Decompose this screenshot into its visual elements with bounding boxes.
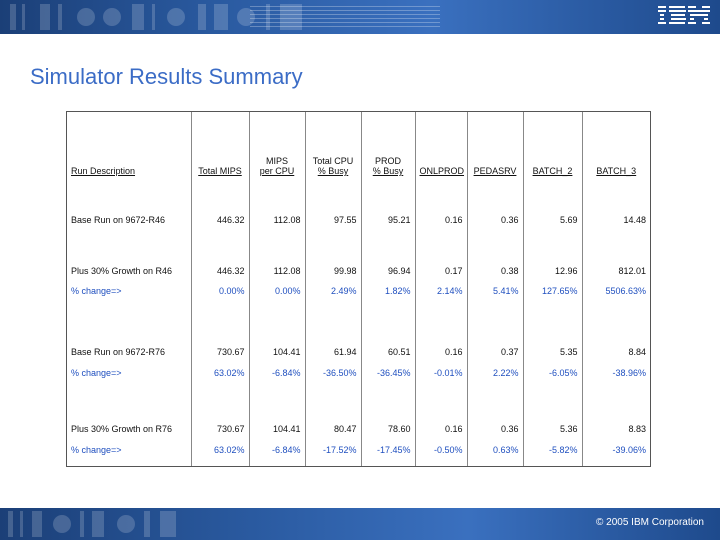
table-row-percent-change: % change=> 63.02% -6.84% -36.50% -36.45%… bbox=[67, 362, 650, 383]
table-cell: 0.00% bbox=[190, 281, 249, 302]
table-row-percent-change: % change=> 63.02% -6.84% -17.52% -17.45%… bbox=[67, 439, 650, 460]
table-cell: -0.01% bbox=[414, 362, 467, 383]
row-description: Plus 30% Growth on R76 bbox=[71, 424, 173, 435]
table-cell: 63.02% bbox=[190, 439, 249, 460]
table-cell: -17.45% bbox=[360, 439, 415, 460]
table-cell: 78.60 bbox=[360, 418, 415, 440]
table-cell: 2.14% bbox=[414, 281, 467, 302]
table-cell: 730.67 bbox=[190, 341, 249, 363]
table-cell: 0.36 bbox=[466, 210, 523, 231]
results-table: Run Description Total MIPS MIPS per CPU T… bbox=[67, 112, 650, 466]
table-cell: 80.47 bbox=[304, 418, 361, 440]
table-cell: 0.00% bbox=[248, 281, 305, 302]
table-row-percent-change: % change=> 0.00% 0.00% 2.49% 1.82% 2.14%… bbox=[67, 281, 650, 302]
table-cell: 97.55 bbox=[304, 210, 361, 231]
table-cell: -38.96% bbox=[581, 362, 650, 383]
table-cell: 127.65% bbox=[522, 281, 582, 302]
table-row: Base Run on 9672-R46 446.32 112.08 97.55… bbox=[67, 210, 650, 231]
row-description: Base Run on 9672-R76 bbox=[71, 346, 166, 357]
column-header: PROD% Busy bbox=[360, 112, 415, 180]
table-cell: 0.36 bbox=[466, 418, 523, 440]
table-cell: -36.45% bbox=[360, 362, 415, 383]
table-cell: -5.82% bbox=[522, 439, 582, 460]
slide-title: Simulator Results Summary bbox=[30, 64, 303, 89]
top-banner bbox=[0, 0, 720, 34]
table-cell: 1.82% bbox=[360, 281, 415, 302]
row-description: Plus 30% Growth on R46 bbox=[71, 265, 173, 276]
row-description: % change=> bbox=[71, 367, 122, 378]
table-cell: 99.98 bbox=[304, 260, 361, 282]
table-cell: 5.69 bbox=[522, 210, 582, 231]
table-cell: 5.41% bbox=[466, 281, 523, 302]
table-cell: -0.50% bbox=[414, 439, 467, 460]
table-cell: 730.67 bbox=[190, 418, 249, 440]
banner-pattern bbox=[10, 4, 440, 30]
table-cell: 5506.63% bbox=[581, 281, 650, 302]
table-cell: 0.17 bbox=[414, 260, 467, 282]
column-header: Total CPU% Busy bbox=[304, 112, 361, 180]
table-cell: 5.36 bbox=[522, 418, 582, 440]
table-cell: 0.38 bbox=[466, 260, 523, 282]
column-header: BATCH_3 bbox=[581, 112, 650, 180]
table-cell: 104.41 bbox=[248, 418, 305, 440]
column-header: Total MIPS bbox=[190, 112, 249, 180]
table-cell: 63.02% bbox=[190, 362, 249, 383]
table-cell: -39.06% bbox=[581, 439, 650, 460]
table-cell: 112.08 bbox=[248, 210, 305, 231]
column-header: PEDASRV bbox=[466, 112, 523, 180]
table-cell: 8.84 bbox=[581, 341, 650, 363]
table-cell: 112.08 bbox=[248, 260, 305, 282]
table-cell: 0.16 bbox=[414, 418, 467, 440]
table-cell: 2.49% bbox=[304, 281, 361, 302]
table-cell: 104.41 bbox=[248, 341, 305, 363]
table-cell: 812.01 bbox=[581, 260, 650, 282]
table-cell: 60.51 bbox=[360, 341, 415, 363]
table-row: Plus 30% Growth on R76 730.67 104.41 80.… bbox=[67, 418, 650, 440]
banner-pattern bbox=[8, 511, 176, 537]
column-header: BATCH_2 bbox=[522, 112, 582, 180]
table-cell: 2.22% bbox=[466, 362, 523, 383]
table-cell: 95.21 bbox=[360, 210, 415, 231]
table-cell: 446.32 bbox=[190, 210, 249, 231]
column-header: MIPS per CPU bbox=[248, 112, 305, 180]
table-cell: -17.52% bbox=[304, 439, 361, 460]
table-cell: 0.37 bbox=[466, 341, 523, 363]
table-cell: -6.84% bbox=[248, 439, 305, 460]
table-cell: 8.83 bbox=[581, 418, 650, 440]
ibm-logo bbox=[658, 6, 710, 24]
table-cell: 12.96 bbox=[522, 260, 582, 282]
table-cell: -6.05% bbox=[522, 362, 582, 383]
table-row: Plus 30% Growth on R46 446.32 112.08 99.… bbox=[67, 260, 650, 282]
table-cell: 446.32 bbox=[190, 260, 249, 282]
copyright-notice: © 2005 IBM Corporation bbox=[596, 517, 704, 528]
column-header: ONLPROD bbox=[414, 112, 467, 180]
table-header-row: Run Description Total MIPS MIPS per CPU T… bbox=[67, 112, 650, 180]
table-cell: 0.16 bbox=[414, 341, 467, 363]
results-table-frame: Run Description Total MIPS MIPS per CPU T… bbox=[66, 111, 651, 467]
row-description: Base Run on 9672-R46 bbox=[71, 215, 166, 226]
table-cell: 96.94 bbox=[360, 260, 415, 282]
row-description: % change=> bbox=[71, 286, 122, 297]
table-cell: -36.50% bbox=[304, 362, 361, 383]
table-cell: 5.35 bbox=[522, 341, 582, 363]
column-header: Run Description bbox=[71, 166, 136, 176]
table-cell: 0.16 bbox=[414, 210, 467, 231]
row-description: % change=> bbox=[71, 444, 122, 455]
table-cell: 14.48 bbox=[581, 210, 650, 231]
table-cell: 0.63% bbox=[466, 439, 523, 460]
table-row: Base Run on 9672-R76 730.67 104.41 61.94… bbox=[67, 341, 650, 363]
table-cell: 61.94 bbox=[304, 341, 361, 363]
bottom-banner: © 2005 IBM Corporation bbox=[0, 508, 720, 540]
table-cell: -6.84% bbox=[248, 362, 305, 383]
